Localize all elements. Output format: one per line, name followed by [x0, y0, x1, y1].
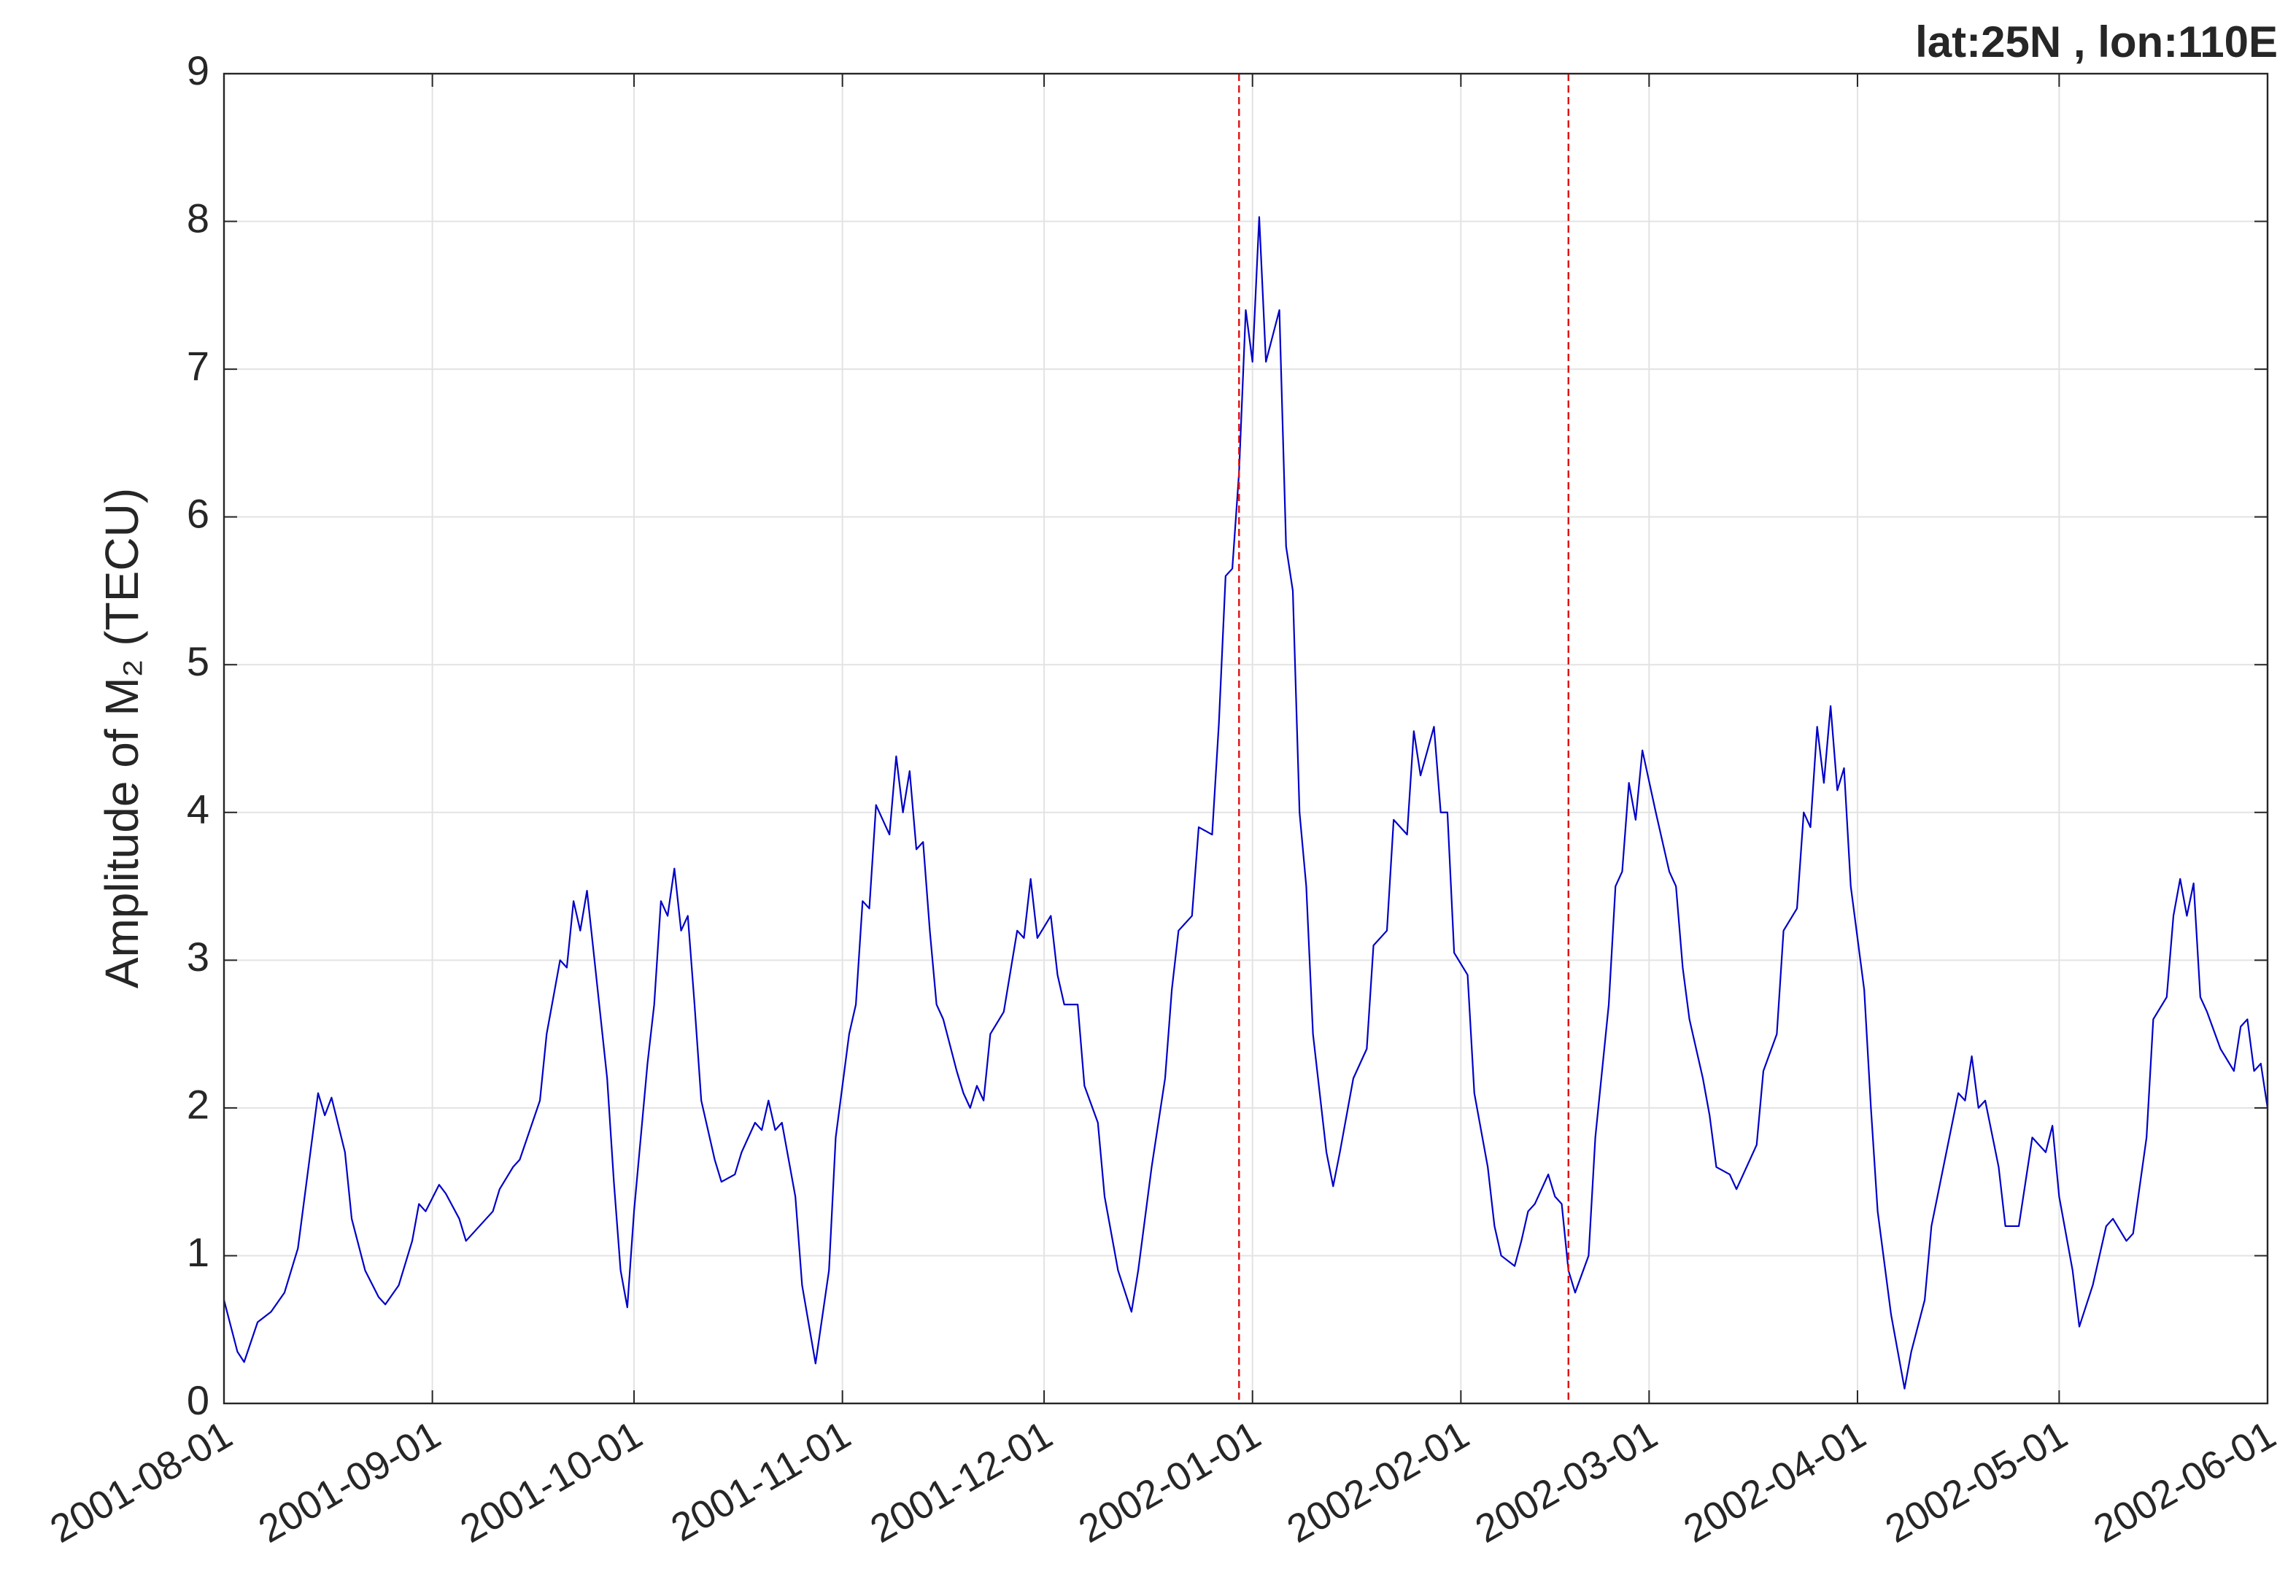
y-tick-label: 5 — [187, 638, 209, 684]
data-line — [223, 216, 2269, 1390]
y-tick-label: 9 — [187, 47, 209, 93]
y-tick-label: 4 — [187, 786, 209, 832]
chart-title: lat:25N , lon:110E — [1915, 18, 2278, 66]
y-tick-label: 7 — [187, 343, 209, 389]
y-tick-label: 0 — [187, 1377, 209, 1423]
y-tick-label: 2 — [187, 1082, 209, 1128]
plot-frame — [223, 72, 2269, 1405]
y-tick-label: 3 — [187, 934, 209, 980]
y-tick-label: 1 — [187, 1229, 209, 1275]
y-tick-label: 8 — [187, 195, 209, 241]
y-axis-label: Amplitude of M₂ (TECU) — [96, 488, 148, 988]
y-tick-label: 6 — [187, 490, 209, 536]
